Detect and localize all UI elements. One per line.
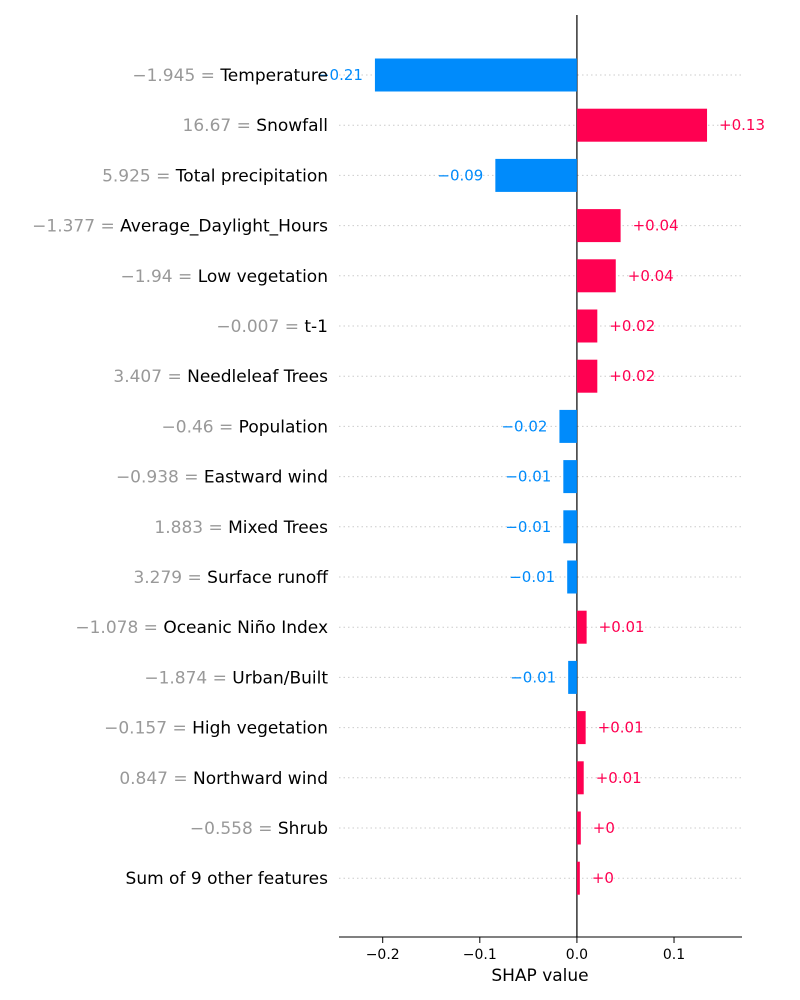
feature-name: Northward wind [193,769,328,789]
feature-value: 1.883 = [154,518,228,538]
feature-name: Low vegetation [198,267,328,287]
bar-data-label: +0 [593,819,615,837]
bars [374,58,708,895]
feature-label: Sum of 9 other features [126,869,329,889]
feature-name: High vegetation [192,719,328,739]
bar [576,610,587,644]
bar [559,409,577,443]
bar [576,209,621,243]
bar [568,660,577,694]
bar-data-label: −0.09 [437,166,483,184]
bar-data-label: −0.02 [501,417,547,435]
feature-value: −0.558 = [190,819,278,839]
feature-value: −1.078 = [75,618,163,638]
feature-name: Shrub [278,819,328,839]
feature-name: Total precipitation [175,166,328,186]
bar [563,460,577,494]
feature-label: −1.945 = Temperature [132,66,328,86]
feature-label: −1.94 = Low vegetation [121,267,328,287]
bar-data-label: −0.01 [509,568,555,586]
bar [576,811,581,845]
bar-data-label: +0.13 [719,116,765,134]
feature-label: −1.078 = Oceanic Niño Index [75,618,328,638]
feature-value: −1.945 = [132,66,220,86]
feature-label: 0.847 = Northward wind [119,769,328,789]
feature-label: 5.925 = Total precipitation [102,166,328,186]
feature-label: −0.938 = Eastward wind [116,468,328,488]
x-tick-label: −0.1 [463,947,497,963]
bar [576,309,598,343]
feature-name: Average_Daylight_Hours [120,217,328,237]
feature-name: Mixed Trees [228,518,328,538]
bar [576,761,584,795]
feature-value: −1.377 = [32,217,120,237]
x-tick-label: 0.0 [566,947,588,963]
feature-label: 3.279 = Surface runoff [133,568,329,588]
x-axis-title: SHAP value [491,966,588,986]
bar [576,259,616,293]
feature-label: −0.157 = High vegetation [104,719,328,739]
feature-value: −0.938 = [116,468,204,488]
feature-label: 3.407 = Needleleaf Trees [113,367,328,387]
x-axis: −0.2 −0.1 0.0 0.1 [339,936,742,963]
bar-data-label: +0 [592,869,614,887]
feature-name: Urban/Built [232,668,328,688]
feature-name: Eastward wind [204,468,328,488]
bar-data-label: +0.02 [609,367,655,385]
feature-label: 16.67 = Snowfall [183,116,328,136]
feature-value: −0.46 = [162,417,239,437]
bar-data-label: +0.04 [633,217,679,235]
bar [495,158,577,192]
bar [576,711,586,745]
bar [576,359,598,393]
bar-data-label: +0.02 [609,317,655,335]
bar [563,510,577,544]
feature-name: Population [239,417,328,437]
feature-label: 1.883 = Mixed Trees [154,518,328,538]
bar-data-label: +0.01 [598,719,644,737]
bar [374,58,577,92]
bar-data-label: +0.01 [599,618,645,636]
feature-name: t-1 [304,317,328,337]
feature-label: −0.46 = Population [162,417,328,437]
feature-label: −1.377 = Average_Daylight_Hours [32,217,328,237]
feature-name: Snowfall [256,116,328,136]
feature-name: Surface runoff [207,568,329,588]
feature-value: 0.847 = [119,769,193,789]
feature-label: −0.558 = Shrub [190,819,328,839]
feature-value: 3.279 = [133,568,207,588]
feature-value: −0.157 = [104,719,192,739]
feature-label: −0.007 = t-1 [216,317,328,337]
feature-name: Sum of 9 other features [126,869,329,889]
bar-data-label: −0.21 [317,66,363,84]
feature-value: 3.407 = [113,367,187,387]
feature-name: Oceanic Niño Index [163,618,328,638]
bar-data-label: +0.04 [628,267,674,285]
bar-data-label: −0.01 [505,468,551,486]
x-tick-label: −0.2 [366,947,400,963]
feature-value: 16.67 = [183,116,257,136]
bar-data-label: +0.01 [596,769,642,787]
feature-name: Temperature [219,66,328,86]
feature-value: −1.874 = [144,668,232,688]
bar-data-label: −0.01 [505,518,551,536]
bar [576,108,708,142]
bar [567,560,577,594]
feature-value: −1.94 = [121,267,198,287]
bar [576,861,580,895]
feature-name: Needleleaf Trees [187,367,328,387]
feature-value: 5.925 = [102,166,176,186]
feature-label: −1.874 = Urban/Built [144,668,328,688]
feature-value: −0.007 = [216,317,304,337]
bar-data-label: −0.01 [510,668,556,686]
x-tick-label: 0.1 [663,947,685,963]
